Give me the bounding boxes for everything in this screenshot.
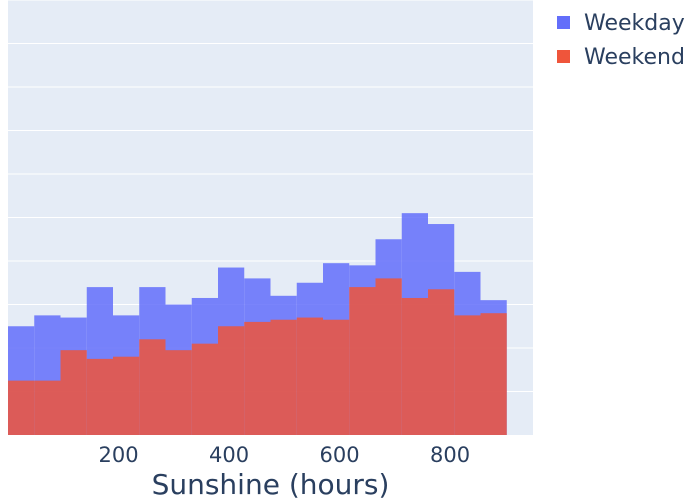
bars (8, 213, 507, 435)
bar-weekend (8, 380, 35, 435)
bar-weekend (428, 289, 455, 435)
bar-weekend (218, 326, 245, 435)
legend-swatch (557, 50, 570, 63)
bar-weekend (139, 339, 166, 435)
bar-weekend (191, 343, 218, 435)
bar-weekend (454, 315, 481, 435)
x-tick-label: 600 (320, 443, 360, 467)
bar-weekend (480, 313, 507, 435)
bar-weekend (113, 356, 140, 435)
legend-item-weekday[interactable]: Weekday (557, 11, 685, 36)
bar-weekend (401, 297, 428, 435)
bar-weekend (244, 321, 271, 435)
legend-swatch (557, 16, 570, 29)
legend-item-weekend[interactable]: Weekend (557, 45, 685, 70)
bar-weekend (34, 380, 61, 435)
legend-label: Weekday (584, 11, 685, 36)
bar-weekend (86, 358, 113, 435)
x-tick-label: 800 (430, 443, 470, 467)
x-tick-label: 400 (209, 443, 249, 467)
x-tick-label: 200 (98, 443, 138, 467)
bar-weekend (60, 350, 87, 435)
x-tick-labels: 200 400 600 800 (98, 443, 470, 467)
legend[interactable]: Weekday Weekend (557, 11, 685, 70)
bar-weekend (349, 287, 376, 435)
legend-label: Weekend (584, 45, 685, 70)
bar-weekend (375, 278, 402, 435)
series-weekend (8, 278, 507, 435)
bar-weekend (165, 350, 192, 435)
x-axis-title: Sunshine (hours) (152, 468, 390, 500)
bar-weekend (296, 317, 323, 435)
bar-weekend (270, 319, 297, 435)
bar-weekend (323, 319, 350, 435)
